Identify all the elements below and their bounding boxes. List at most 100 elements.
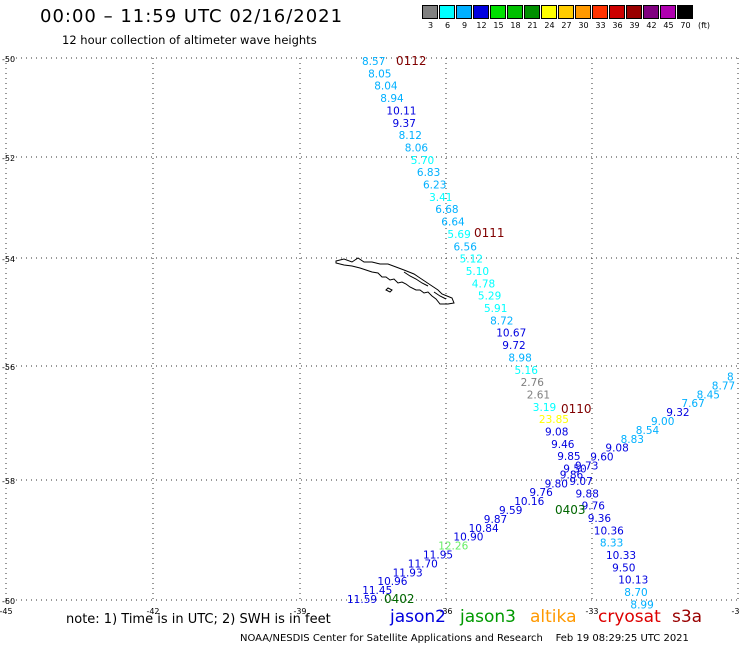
legend-swatch-70 [677, 5, 693, 19]
legend-label-30: 30 [578, 21, 589, 30]
legend-label-9: 9 [461, 21, 468, 30]
pass-time-label: 0110 [561, 402, 592, 416]
satellite-label-jason2: jason2 [390, 607, 446, 627]
swh-value: 9.76 [582, 501, 606, 513]
swh-value: 8.83 [621, 434, 644, 446]
legend-swatch-27 [558, 5, 574, 19]
swh-value: 5.12 [460, 254, 483, 266]
legend-label-6: 6 [444, 21, 451, 30]
lon-tick-label: -33 [585, 607, 598, 616]
legend-label-3: 3 [427, 21, 434, 30]
swh-value: 9.50 [612, 562, 635, 574]
lat-tick-label: -50 [2, 55, 15, 64]
swh-value: 7.67 [681, 398, 704, 410]
swh-value: 9.50 [563, 464, 586, 476]
swh-value: 8.94 [380, 93, 404, 105]
pass-time-label: 0403 [555, 503, 586, 517]
swh-value: 8.77 [712, 380, 735, 392]
swh-value: 8.12 [399, 130, 422, 142]
swh-value: 9.73 [575, 461, 598, 473]
legend-swatch-3 [422, 5, 438, 19]
swh-value: 6.56 [454, 241, 478, 253]
swh-value: 8.06 [405, 142, 429, 154]
legend-swatch-33 [592, 5, 608, 19]
swh-value: 10.84 [469, 523, 499, 535]
legend-label-36: 36 [612, 21, 623, 30]
map-grid: -50 -52 -54 -56 -58 -60-45 -42 -39 -36 -33 -30 [0, 55, 740, 616]
swh-value: 9.32 [666, 407, 689, 419]
swh-value: 10.11 [386, 105, 416, 117]
swh-value: 9.72 [502, 340, 525, 352]
legend-swatch-45 [660, 5, 676, 19]
swh-value: 9.80 [545, 478, 568, 490]
legend-swatch-21 [524, 5, 540, 19]
lat-tick-label: -54 [2, 255, 15, 264]
swh-value: 9.76 [529, 487, 553, 499]
swh-value: 6.23 [423, 180, 446, 192]
legend-swatch-39 [626, 5, 642, 19]
legend-swatch-6 [439, 5, 455, 19]
legend-label-42: 42 [646, 21, 657, 30]
page-subtitle: 12 hour collection of altimeter wave hei… [62, 33, 317, 47]
legend-label-70: 70 [680, 21, 691, 30]
swh-value: 8.05 [368, 68, 391, 80]
legend-label-15: 15 [493, 21, 504, 30]
swh-value: 10.96 [377, 576, 407, 588]
swh-value: 9.46 [551, 439, 575, 451]
color-legend [422, 5, 694, 19]
swh-value: 5.29 [478, 291, 501, 303]
swh-value: 10.13 [618, 575, 648, 587]
swh-value: 6.64 [441, 217, 465, 229]
legend-label-24: 24 [544, 21, 555, 30]
legend-label-18: 18 [510, 21, 521, 30]
lon-tick-label: -39 [293, 607, 306, 616]
swh-value: 8.33 [600, 538, 623, 550]
legend-swatch-36 [609, 5, 625, 19]
swh-value: 5.91 [484, 303, 507, 315]
swh-value: 9.36 [588, 513, 612, 525]
swh-value: 5.70 [411, 155, 434, 167]
swh-value: 9.08 [605, 443, 628, 455]
swh-value: 8.70 [624, 587, 647, 599]
legend-swatch-18 [507, 5, 523, 19]
lon-tick-label: -36 [439, 607, 452, 616]
swh-value: 9.08 [545, 427, 568, 439]
lat-tick-label: -52 [2, 154, 15, 163]
lat-tick-label: -56 [2, 363, 15, 372]
swh-value: 6.83 [417, 167, 440, 179]
swh-value: 23.85 [539, 414, 569, 426]
swh-value: 9.60 [590, 452, 613, 464]
swh-value: 8.72 [490, 315, 513, 327]
satellite-label-jason3: jason3 [460, 607, 516, 627]
legend-unit: (ft) [697, 21, 711, 30]
legend-swatch-30 [575, 5, 591, 19]
legend-swatch-24 [541, 5, 557, 19]
swh-value: 5.69 [447, 229, 470, 241]
swh-value: 8.57 [362, 56, 385, 68]
legend-swatch-42 [643, 5, 659, 19]
south-georgia-coastline [335, 257, 455, 305]
swh-value: 12.26 [438, 541, 468, 553]
legend-swatch-12 [473, 5, 489, 19]
island-inner-coast [385, 271, 447, 300]
lon-tick-label: -45 [0, 607, 13, 616]
credit-text: NOAA/NESDIS Center for Satellite Applica… [240, 633, 543, 644]
swh-value: 11.93 [393, 567, 423, 579]
swh-value: 11.70 [408, 558, 438, 570]
swh-value: 10.33 [606, 550, 636, 562]
satellite-label-cryosat: cryosat [598, 607, 661, 627]
swh-value: 5.10 [466, 266, 489, 278]
swh-value: 8.04 [374, 81, 398, 93]
legend-swatch-15 [490, 5, 506, 19]
page-title: 00:00 – 11:59 UTC 02/16/2021 [40, 6, 344, 27]
island-outline [335, 257, 455, 305]
swh-value: 8.99 [630, 599, 653, 611]
swh-value: 3.19 [533, 402, 556, 414]
legend-label-45: 45 [663, 21, 674, 30]
pass-time-label: 0112 [396, 54, 427, 68]
swh-value: 9.07 [569, 476, 592, 488]
swh-value: 9.37 [393, 118, 416, 130]
credit-line: NOAA/NESDIS Center for Satellite Applica… [240, 633, 689, 644]
swh-value: 8 [727, 372, 734, 384]
swh-value: 10.36 [594, 525, 624, 537]
